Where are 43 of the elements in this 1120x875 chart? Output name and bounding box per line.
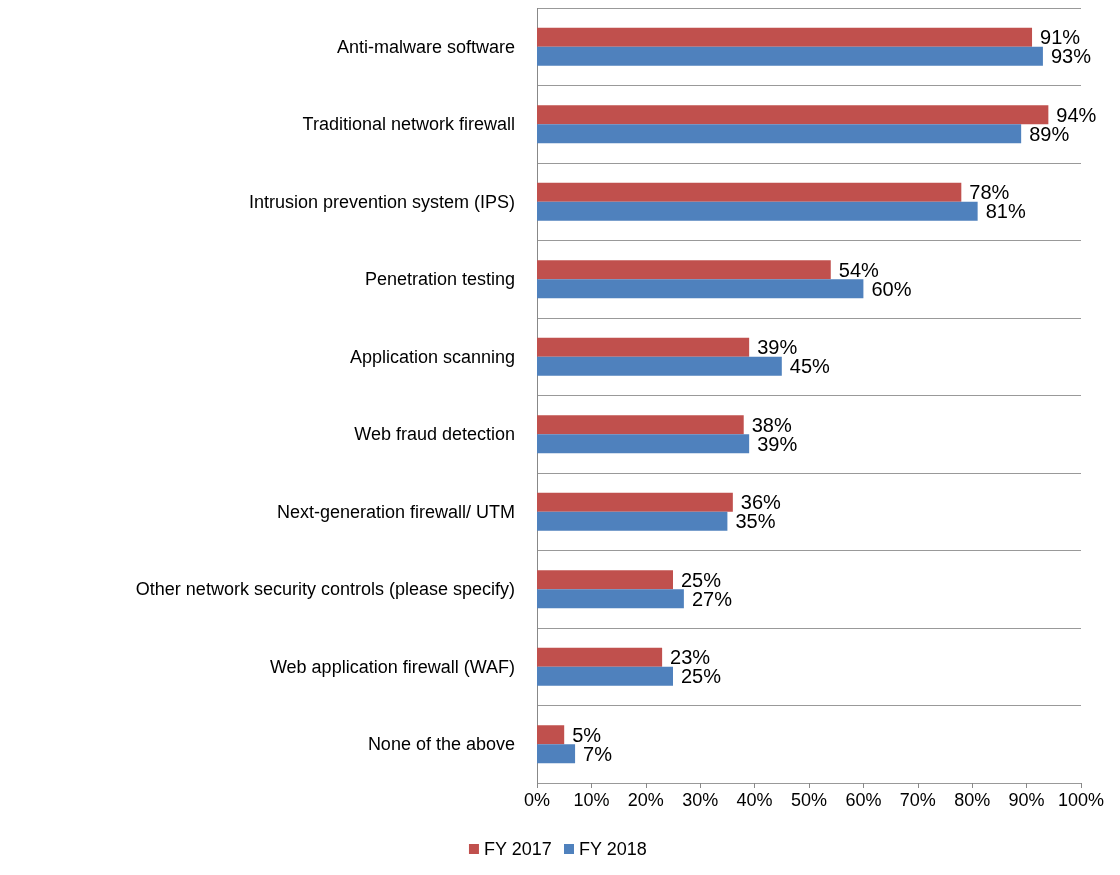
y-tick-label: Other network security controls (please specify) [135, 579, 515, 600]
x-tick-label: 0% [523, 790, 551, 810]
bar [537, 492, 733, 512]
bar [537, 356, 782, 376]
y-tick-label: Next-generation firewall/ UTM [276, 501, 515, 522]
y-tick-label: Anti-malware software [336, 36, 515, 57]
x-tick-label: 20% [627, 790, 664, 810]
bar [537, 182, 962, 202]
x-tick-label: 60% [845, 790, 882, 810]
bar [537, 666, 673, 686]
bar [537, 201, 978, 221]
bar [537, 279, 864, 299]
legend-label: FY 2018 [579, 839, 647, 859]
bar [537, 105, 1049, 125]
y-tick-label: Web application firewall (WAF) [269, 656, 515, 677]
bar [537, 434, 750, 454]
y-tick-label: Intrusion prevention system (IPS) [248, 191, 515, 212]
bar [537, 570, 673, 590]
bar [537, 647, 663, 667]
bar [537, 511, 728, 531]
bar [537, 589, 684, 609]
bar [537, 260, 831, 280]
bar [537, 46, 1043, 66]
x-tick-label: 100% [1057, 790, 1105, 810]
y-tick-label: None of the above [367, 734, 515, 755]
y-tick-label: Web fraud detection [354, 424, 515, 445]
x-tick-label: 70% [899, 790, 936, 810]
bar [537, 725, 565, 745]
x-tick-label: 50% [790, 790, 828, 810]
bar [537, 744, 576, 764]
y-tick-label: Application scanning [349, 346, 515, 367]
y-tick-label: Traditional network firewall [302, 114, 515, 135]
bar [537, 27, 1033, 47]
bar [537, 337, 750, 357]
x-tick-label: 80% [954, 790, 991, 810]
x-tick-label: 40% [736, 790, 773, 810]
y-tick-label: Penetration testing [364, 269, 515, 290]
bar [537, 415, 744, 435]
x-tick-label: 30% [682, 790, 719, 810]
legend-label: FY 2017 [483, 839, 552, 859]
x-tick-label: 10% [573, 790, 610, 810]
bar [537, 124, 1022, 144]
x-tick-label: 90% [1008, 790, 1045, 810]
